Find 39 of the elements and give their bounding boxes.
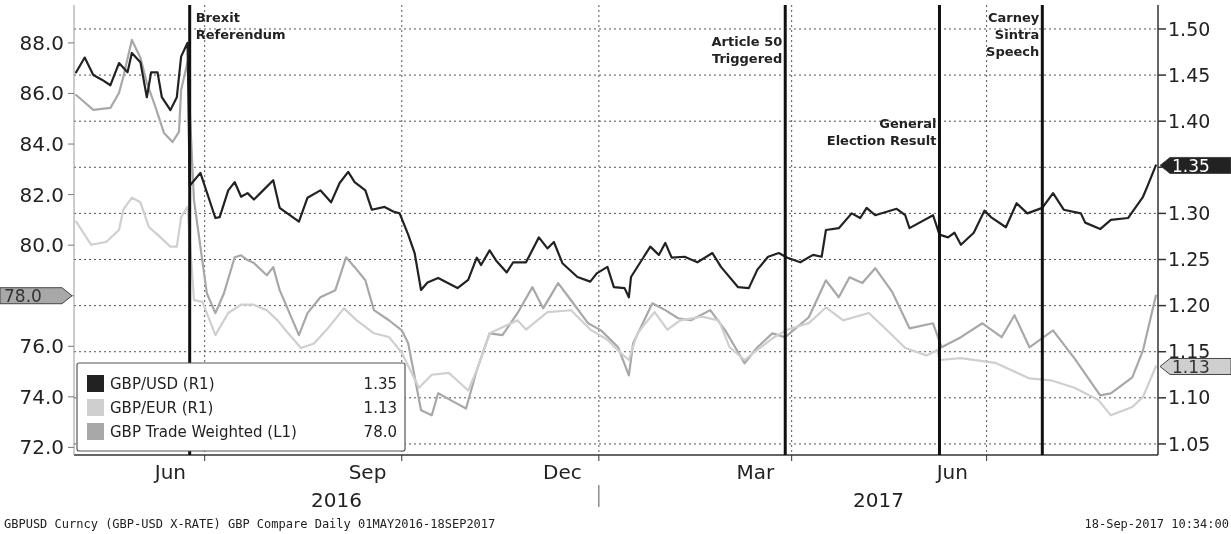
text: 78.0 bbox=[4, 285, 42, 306]
y-tick-label: 84.0 bbox=[19, 132, 64, 157]
ref-line-label: General Election Result bbox=[826, 116, 937, 148]
y-tick-label: 72.0 bbox=[19, 435, 64, 460]
legend-label: GBP/USD (R1) bbox=[110, 375, 215, 393]
annotation: 1.35 bbox=[363, 375, 397, 393]
line-series bbox=[75, 38, 1157, 417]
ref-line-label: Article 50 Triggered bbox=[711, 34, 783, 66]
annotation: 1.13 bbox=[363, 399, 397, 417]
x-tick-label: Sep bbox=[348, 460, 387, 484]
y2-tick-label: 1.05 bbox=[1168, 432, 1211, 455]
y2-tick-label: 1.40 bbox=[1168, 109, 1211, 132]
y2-tick-label: 1.50 bbox=[1168, 17, 1211, 40]
y2-tick-label: 1.25 bbox=[1168, 248, 1211, 271]
ref-line-label: Brexit Referendum bbox=[195, 10, 286, 42]
legend-label: GBP/EUR (R1) bbox=[110, 399, 214, 417]
text: 18-Sep-2017 10:34:00 bbox=[1084, 517, 1229, 531]
x-tick-label: Jun bbox=[152, 460, 187, 484]
y2-tick-label: 1.30 bbox=[1168, 202, 1211, 225]
x-tick-label: Dec bbox=[543, 460, 582, 484]
legend-label: GBP Trade Weighted (L1) bbox=[110, 423, 297, 441]
y-tick-label: 76.0 bbox=[19, 334, 64, 359]
x-tick-label: Jun bbox=[934, 460, 968, 484]
y-tick-label: 80.0 bbox=[19, 233, 64, 258]
y2-tick-label: 1.20 bbox=[1168, 294, 1211, 317]
y-tick-label: 82.0 bbox=[19, 182, 64, 207]
annotation: 78.0 bbox=[363, 423, 397, 441]
y2-tick-label: 1.10 bbox=[1168, 386, 1211, 409]
data-label: 1.35 bbox=[1172, 155, 1210, 176]
y2-tick-label: 1.45 bbox=[1168, 63, 1211, 86]
line-series bbox=[75, 196, 1157, 417]
ref-line-label: Carney Sintra Speech bbox=[986, 10, 1040, 59]
y-tick-label: 74.0 bbox=[19, 384, 64, 409]
x-tick-label: Mar bbox=[736, 460, 775, 484]
text: 2017 bbox=[852, 488, 904, 512]
y-tick-label: 86.0 bbox=[19, 81, 64, 106]
y-tick-label: 88.0 bbox=[19, 30, 64, 55]
text: GBPUSD Curncy (GBP-USD X-RATE) GBP Compare Daily 01MAY2016-18SEP2017 bbox=[4, 517, 496, 531]
text: 2016 bbox=[310, 488, 362, 512]
